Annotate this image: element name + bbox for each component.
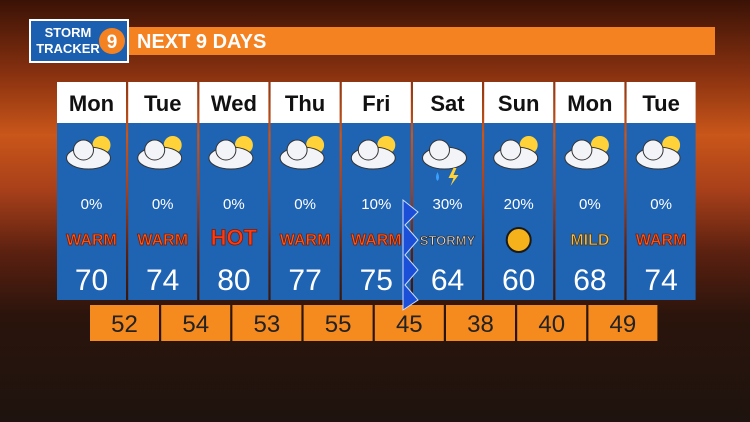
day-header	[341, 82, 411, 123]
title-bar	[128, 27, 715, 55]
low-temp: 38	[467, 311, 494, 338]
low-temp: 45	[396, 311, 423, 338]
high-temp: 68	[573, 264, 606, 297]
day-header	[413, 82, 482, 123]
low-box	[588, 305, 658, 341]
cloud-icon	[357, 139, 379, 161]
precip: 0%	[81, 196, 103, 213]
day-header	[484, 82, 554, 123]
low-box	[374, 305, 444, 341]
low-temp: 53	[254, 311, 281, 338]
day-name: Tue	[642, 91, 679, 116]
day-header	[270, 82, 340, 123]
bolt-icon	[448, 168, 459, 186]
logo-text: TRACKER	[36, 41, 100, 56]
cloud-icon	[500, 139, 522, 161]
precip: 10%	[361, 196, 391, 213]
day-name: Sat	[430, 91, 465, 116]
high-temp: 74	[146, 264, 179, 297]
cloud-icon	[73, 139, 94, 161]
condition: HOT	[211, 225, 258, 250]
gauge-icon	[505, 227, 532, 253]
cloud-icon	[571, 139, 593, 161]
condition: WARM	[636, 232, 687, 249]
logo-number: 9	[107, 32, 118, 53]
day-name: Mon	[69, 91, 114, 116]
condition: WARM	[137, 232, 188, 249]
rain-icon	[436, 172, 439, 181]
low-temp: 40	[538, 311, 565, 338]
high-temp: 80	[217, 264, 250, 297]
cloud-icon	[429, 139, 450, 161]
title: NEXT 9 DAYS	[137, 31, 266, 53]
low-temp: 52	[111, 311, 138, 338]
low-box	[303, 305, 373, 341]
day-header	[128, 82, 198, 123]
condition: WARM	[66, 232, 117, 249]
day-header	[555, 82, 625, 123]
precip: 0%	[223, 196, 245, 213]
day-header	[57, 82, 126, 123]
precip: 30%	[432, 196, 462, 213]
low-box	[90, 305, 159, 341]
precip: 0%	[152, 196, 174, 213]
condition: MILD	[570, 232, 609, 249]
day-name: Sun	[498, 91, 540, 116]
high-temp: 75	[360, 264, 393, 297]
day-name: Fri	[362, 91, 390, 116]
high-temp: 70	[75, 264, 108, 297]
precip: 20%	[504, 196, 534, 213]
low-temp: 54	[182, 311, 209, 338]
low-box	[161, 305, 231, 341]
high-temp: 77	[288, 264, 321, 297]
high-temp: 60	[502, 264, 535, 297]
condition: STORMY	[420, 233, 476, 248]
day-header	[199, 82, 269, 123]
cloud-icon	[642, 139, 664, 161]
low-box	[446, 305, 515, 341]
low-temp: 55	[325, 311, 352, 338]
high-temp: 64	[431, 264, 464, 297]
precip: 0%	[579, 196, 601, 213]
condition: WARM	[351, 232, 402, 249]
day-name: Tue	[144, 91, 181, 116]
logo-text: STORM	[45, 25, 92, 40]
day-name: Thu	[285, 91, 325, 116]
low-temp: 49	[610, 311, 637, 338]
precip: 0%	[294, 196, 316, 213]
low-box	[517, 305, 587, 341]
precip: 0%	[650, 196, 672, 213]
day-name: Mon	[567, 91, 612, 116]
cloud-icon	[286, 139, 308, 161]
condition: WARM	[280, 232, 331, 249]
day-header	[626, 82, 696, 123]
logo-badge	[99, 28, 125, 54]
day-name: Wed	[211, 91, 257, 116]
high-temp: 74	[644, 264, 677, 297]
front-line	[402, 198, 419, 311]
low-box	[232, 305, 302, 341]
cloud-icon	[215, 139, 237, 161]
cloud-icon	[144, 139, 166, 161]
